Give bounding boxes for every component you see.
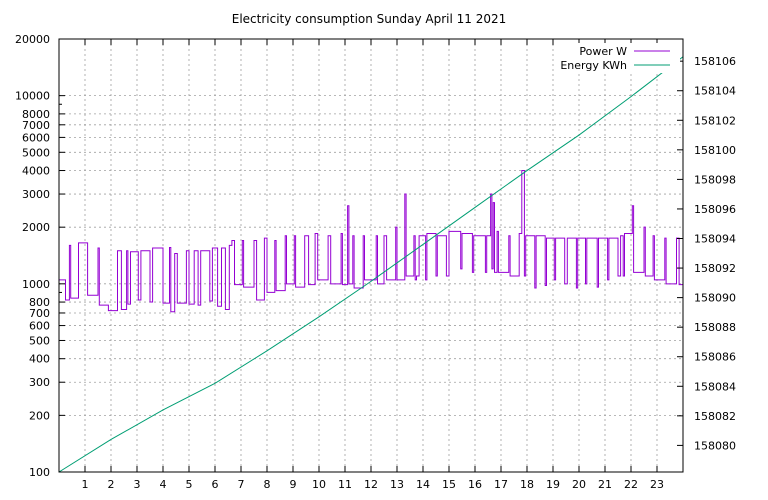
y2-tick-label: 158098 xyxy=(694,173,736,186)
x-tick-label: 17 xyxy=(494,478,508,491)
y2-tick-label: 158104 xyxy=(694,85,736,98)
x-tick-label: 18 xyxy=(520,478,534,491)
x-tick-label: 11 xyxy=(338,478,352,491)
x-tick-label: 2 xyxy=(108,478,115,491)
y2-tick-label: 158092 xyxy=(694,262,736,275)
chart-title: Electricity consumption Sunday April 11 … xyxy=(232,12,507,26)
y-tick-label: 100 xyxy=(29,466,50,479)
y-tick-label: 500 xyxy=(29,334,50,347)
y-tick-label: 10000 xyxy=(15,90,50,103)
x-tick-label: 9 xyxy=(290,478,297,491)
legend-box xyxy=(555,43,680,73)
x-tick-label: 4 xyxy=(160,478,167,491)
series-line-power xyxy=(59,170,684,313)
x-tick-label: 6 xyxy=(212,478,219,491)
y2-tick-label: 158084 xyxy=(694,380,736,393)
y2-tick-label: 158094 xyxy=(694,233,736,246)
x-tick-label: 19 xyxy=(546,478,560,491)
y-tick-label: 4000 xyxy=(22,165,50,178)
y2-tick-label: 158100 xyxy=(694,144,736,157)
y2-tick-label: 158080 xyxy=(694,439,736,452)
y-tick-label: 1000 xyxy=(22,278,50,291)
x-tick-label: 20 xyxy=(572,478,586,491)
x-tick-label: 1 xyxy=(82,478,89,491)
x-tick-label: 8 xyxy=(264,478,271,491)
y2-tick-label: 158090 xyxy=(694,292,736,305)
y-tick-label: 5000 xyxy=(22,146,50,159)
y2-tick-label: 158082 xyxy=(694,410,736,423)
y-tick-label: 600 xyxy=(29,320,50,333)
x-tick-label: 23 xyxy=(650,478,664,491)
y2-tick-label: 158088 xyxy=(694,321,736,334)
x-tick-label: 15 xyxy=(442,478,456,491)
x-tick-label: 16 xyxy=(468,478,482,491)
x-tick-label: 13 xyxy=(390,478,404,491)
x-tick-label: 22 xyxy=(624,478,638,491)
x-tick-label: 5 xyxy=(186,478,193,491)
y-tick-label: 300 xyxy=(29,376,50,389)
y2-tick-label: 158106 xyxy=(694,55,736,68)
ticks: 1 2 3 4 5 6 7 8 9 10 11 12 13 14 15 16 17 18 19 20 21 22 23100… xyxy=(15,33,736,491)
y-tick-label: 800 xyxy=(29,296,50,309)
y-tick-label: 3000 xyxy=(22,188,50,201)
x-tick-label: 21 xyxy=(598,478,612,491)
x-tick-label: 14 xyxy=(416,478,430,491)
y-tick-label: 8000 xyxy=(22,108,50,121)
y-tick-label: 7000 xyxy=(22,119,50,132)
x-tick-label: 7 xyxy=(238,478,245,491)
x-tick-label: 10 xyxy=(312,478,326,491)
y-tick-label: 6000 xyxy=(22,131,50,144)
series-line-energy xyxy=(58,56,684,473)
y-tick-label: 200 xyxy=(29,409,50,422)
x-tick-label: 12 xyxy=(364,478,378,491)
grid xyxy=(59,39,683,472)
y2-tick-label: 158102 xyxy=(694,114,736,127)
y-tick-label: 700 xyxy=(29,307,50,320)
y2-tick-label: 158096 xyxy=(694,203,736,216)
y-tick-label: 400 xyxy=(29,353,50,366)
x-tick-label: 3 xyxy=(134,478,141,491)
legend-label-power: Power W xyxy=(579,45,627,58)
y-tick-label: 20000 xyxy=(15,33,50,46)
legend: Power W Energy KWh xyxy=(555,43,680,73)
legend-label-energy: Energy KWh xyxy=(560,59,627,72)
series-layer xyxy=(58,56,684,473)
y2-tick-label: 158086 xyxy=(694,351,736,364)
y-tick-label: 2000 xyxy=(22,221,50,234)
